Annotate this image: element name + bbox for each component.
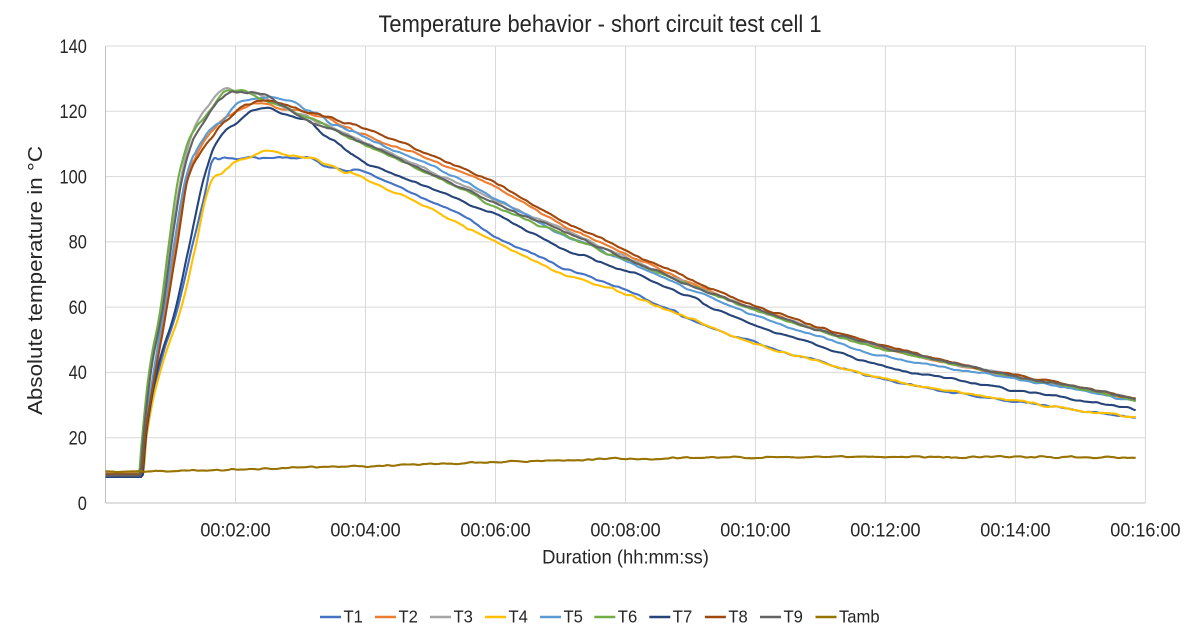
- svg-text:00:06:00: 00:06:00: [460, 519, 530, 541]
- svg-text:40: 40: [69, 362, 87, 383]
- svg-text:00:12:00: 00:12:00: [850, 519, 920, 541]
- svg-text:80: 80: [69, 232, 87, 253]
- svg-text:T2: T2: [399, 607, 418, 626]
- svg-text:0: 0: [78, 493, 87, 514]
- svg-text:T8: T8: [728, 607, 747, 626]
- svg-text:20: 20: [69, 427, 87, 448]
- svg-text:Absolute temperature in °C: Absolute temperature in °C: [25, 146, 47, 415]
- svg-text:T5: T5: [564, 607, 583, 626]
- svg-text:T6: T6: [618, 607, 637, 626]
- svg-text:00:16:00: 00:16:00: [1110, 519, 1180, 541]
- svg-text:00:02:00: 00:02:00: [200, 519, 270, 541]
- svg-text:Tamb: Tamb: [839, 607, 880, 626]
- svg-text:Duration (hh:mm:ss): Duration (hh:mm:ss): [542, 546, 709, 567]
- svg-text:T1: T1: [344, 607, 363, 626]
- svg-text:60: 60: [69, 297, 87, 318]
- svg-text:100: 100: [60, 166, 87, 187]
- svg-text:00:10:00: 00:10:00: [720, 519, 790, 541]
- svg-text:Temperature behavior - short c: Temperature behavior - short circuit tes…: [378, 10, 821, 37]
- svg-text:T7: T7: [673, 607, 692, 626]
- svg-text:00:14:00: 00:14:00: [980, 519, 1050, 541]
- svg-text:T4: T4: [509, 607, 528, 626]
- svg-text:00:08:00: 00:08:00: [590, 519, 660, 541]
- svg-text:T3: T3: [454, 607, 473, 626]
- svg-text:120: 120: [60, 101, 87, 122]
- svg-text:00:04:00: 00:04:00: [330, 519, 400, 541]
- svg-text:T9: T9: [784, 607, 803, 626]
- svg-text:140: 140: [60, 36, 87, 57]
